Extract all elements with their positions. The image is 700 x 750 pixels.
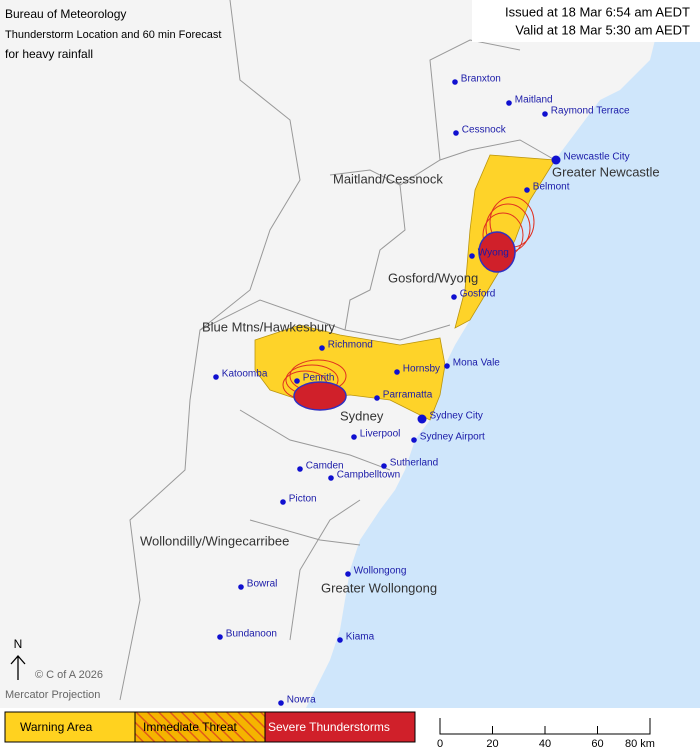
place-label: Richmond bbox=[328, 340, 373, 351]
place-dot bbox=[345, 571, 351, 577]
place-dot bbox=[452, 79, 458, 85]
place-dot bbox=[444, 363, 450, 369]
place-label: Penrith bbox=[303, 373, 335, 384]
sea bbox=[290, 0, 700, 750]
place-dot bbox=[351, 434, 357, 440]
place-label: Gosford bbox=[460, 289, 496, 300]
place-dot bbox=[238, 584, 244, 590]
place-dot bbox=[337, 637, 343, 643]
place-dot bbox=[297, 466, 303, 472]
place-label: Mona Vale bbox=[453, 358, 501, 369]
region-label: Greater Newcastle bbox=[552, 164, 660, 179]
place-dot bbox=[394, 369, 400, 375]
place-label: Sydney Airport bbox=[420, 432, 485, 443]
place-label: Camden bbox=[306, 461, 344, 472]
region-label: Blue Mtns/Hawkesbury bbox=[202, 319, 335, 334]
place-label: Belmont bbox=[533, 182, 570, 193]
place-dot bbox=[469, 253, 475, 259]
scale-label: 40 bbox=[539, 738, 551, 750]
place-dot bbox=[524, 187, 530, 193]
legend-label: Immediate Threat bbox=[143, 720, 237, 734]
place-dot bbox=[213, 374, 219, 380]
place-label: Nowra bbox=[287, 695, 316, 706]
place-dot bbox=[381, 463, 387, 469]
place-label: Hornsby bbox=[403, 364, 440, 375]
place-dot bbox=[417, 414, 427, 424]
region-label: Wollondilly/Wingecarribee bbox=[140, 533, 289, 548]
place-dot bbox=[217, 634, 223, 640]
place-dot bbox=[451, 294, 457, 300]
place-label: Kiama bbox=[346, 632, 375, 643]
region-label: Sydney bbox=[340, 408, 384, 423]
scale-label: 0 bbox=[437, 738, 443, 750]
scale-label: 80 km bbox=[625, 738, 655, 750]
place-dot bbox=[453, 130, 459, 136]
legend-swatch bbox=[264, 711, 416, 743]
title: Bureau of Meteorology bbox=[5, 7, 126, 21]
place-label: Sutherland bbox=[390, 458, 438, 469]
place-dot bbox=[319, 345, 325, 351]
place-dot bbox=[506, 100, 512, 106]
place-dot bbox=[280, 499, 286, 505]
place-dot bbox=[294, 378, 300, 384]
scale-label: 60 bbox=[591, 738, 603, 750]
legend-swatch bbox=[4, 711, 136, 743]
place-dot bbox=[328, 475, 334, 481]
scale-bar: 0 20 40 60 80 km bbox=[437, 718, 655, 750]
copyright: © C of A 2026 bbox=[35, 669, 103, 681]
place-dot bbox=[411, 437, 417, 443]
legend-label: Warning Area bbox=[20, 720, 93, 734]
legend-swatch bbox=[134, 711, 266, 743]
place-label: Maitland bbox=[515, 95, 553, 106]
hazard: for heavy rainfall bbox=[5, 47, 93, 61]
place-dot bbox=[374, 395, 380, 401]
projection: Mercator Projection bbox=[5, 689, 100, 701]
severe-cell bbox=[293, 381, 347, 411]
place-label: Branxton bbox=[461, 74, 501, 85]
region-label: Maitland/Cessnock bbox=[333, 171, 443, 186]
subtitle: Thunderstorm Location and 60 min Forecas… bbox=[5, 29, 221, 41]
issued: Issued at 18 Mar 6:54 am AEDT bbox=[505, 4, 690, 19]
place-label: Katoomba bbox=[222, 369, 268, 380]
place-dot bbox=[551, 155, 561, 165]
place-label: Parramatta bbox=[383, 390, 433, 401]
place-dot bbox=[278, 700, 284, 706]
severe-cell bbox=[478, 231, 516, 273]
place-label: Picton bbox=[289, 494, 317, 505]
issued-box bbox=[472, 0, 700, 42]
region-label: Greater Wollongong bbox=[321, 580, 437, 595]
place-label: Sydney City bbox=[430, 411, 483, 422]
place-label: Liverpool bbox=[360, 429, 401, 440]
legend-label: Severe Thunderstorms bbox=[268, 720, 390, 734]
scale-label: 20 bbox=[486, 738, 498, 750]
district-boundaries bbox=[119, 0, 556, 701]
place-label: Bundanoon bbox=[226, 629, 277, 640]
place-dot bbox=[542, 111, 548, 117]
place-label: Newcastle City bbox=[564, 152, 630, 163]
place-label: Campbelltown bbox=[337, 470, 400, 481]
valid: Valid at 18 Mar 5:30 am AEDT bbox=[515, 22, 690, 37]
place-label: Raymond Terrace bbox=[551, 106, 630, 117]
north-arrow bbox=[10, 655, 26, 680]
place-label: Wyong bbox=[478, 248, 509, 259]
place-label: Bowral bbox=[247, 579, 278, 590]
region-label: Gosford/Wyong bbox=[388, 270, 478, 285]
place-label: Wollongong bbox=[354, 566, 407, 577]
place-label: Cessnock bbox=[462, 125, 507, 136]
north-label: N bbox=[14, 637, 23, 651]
